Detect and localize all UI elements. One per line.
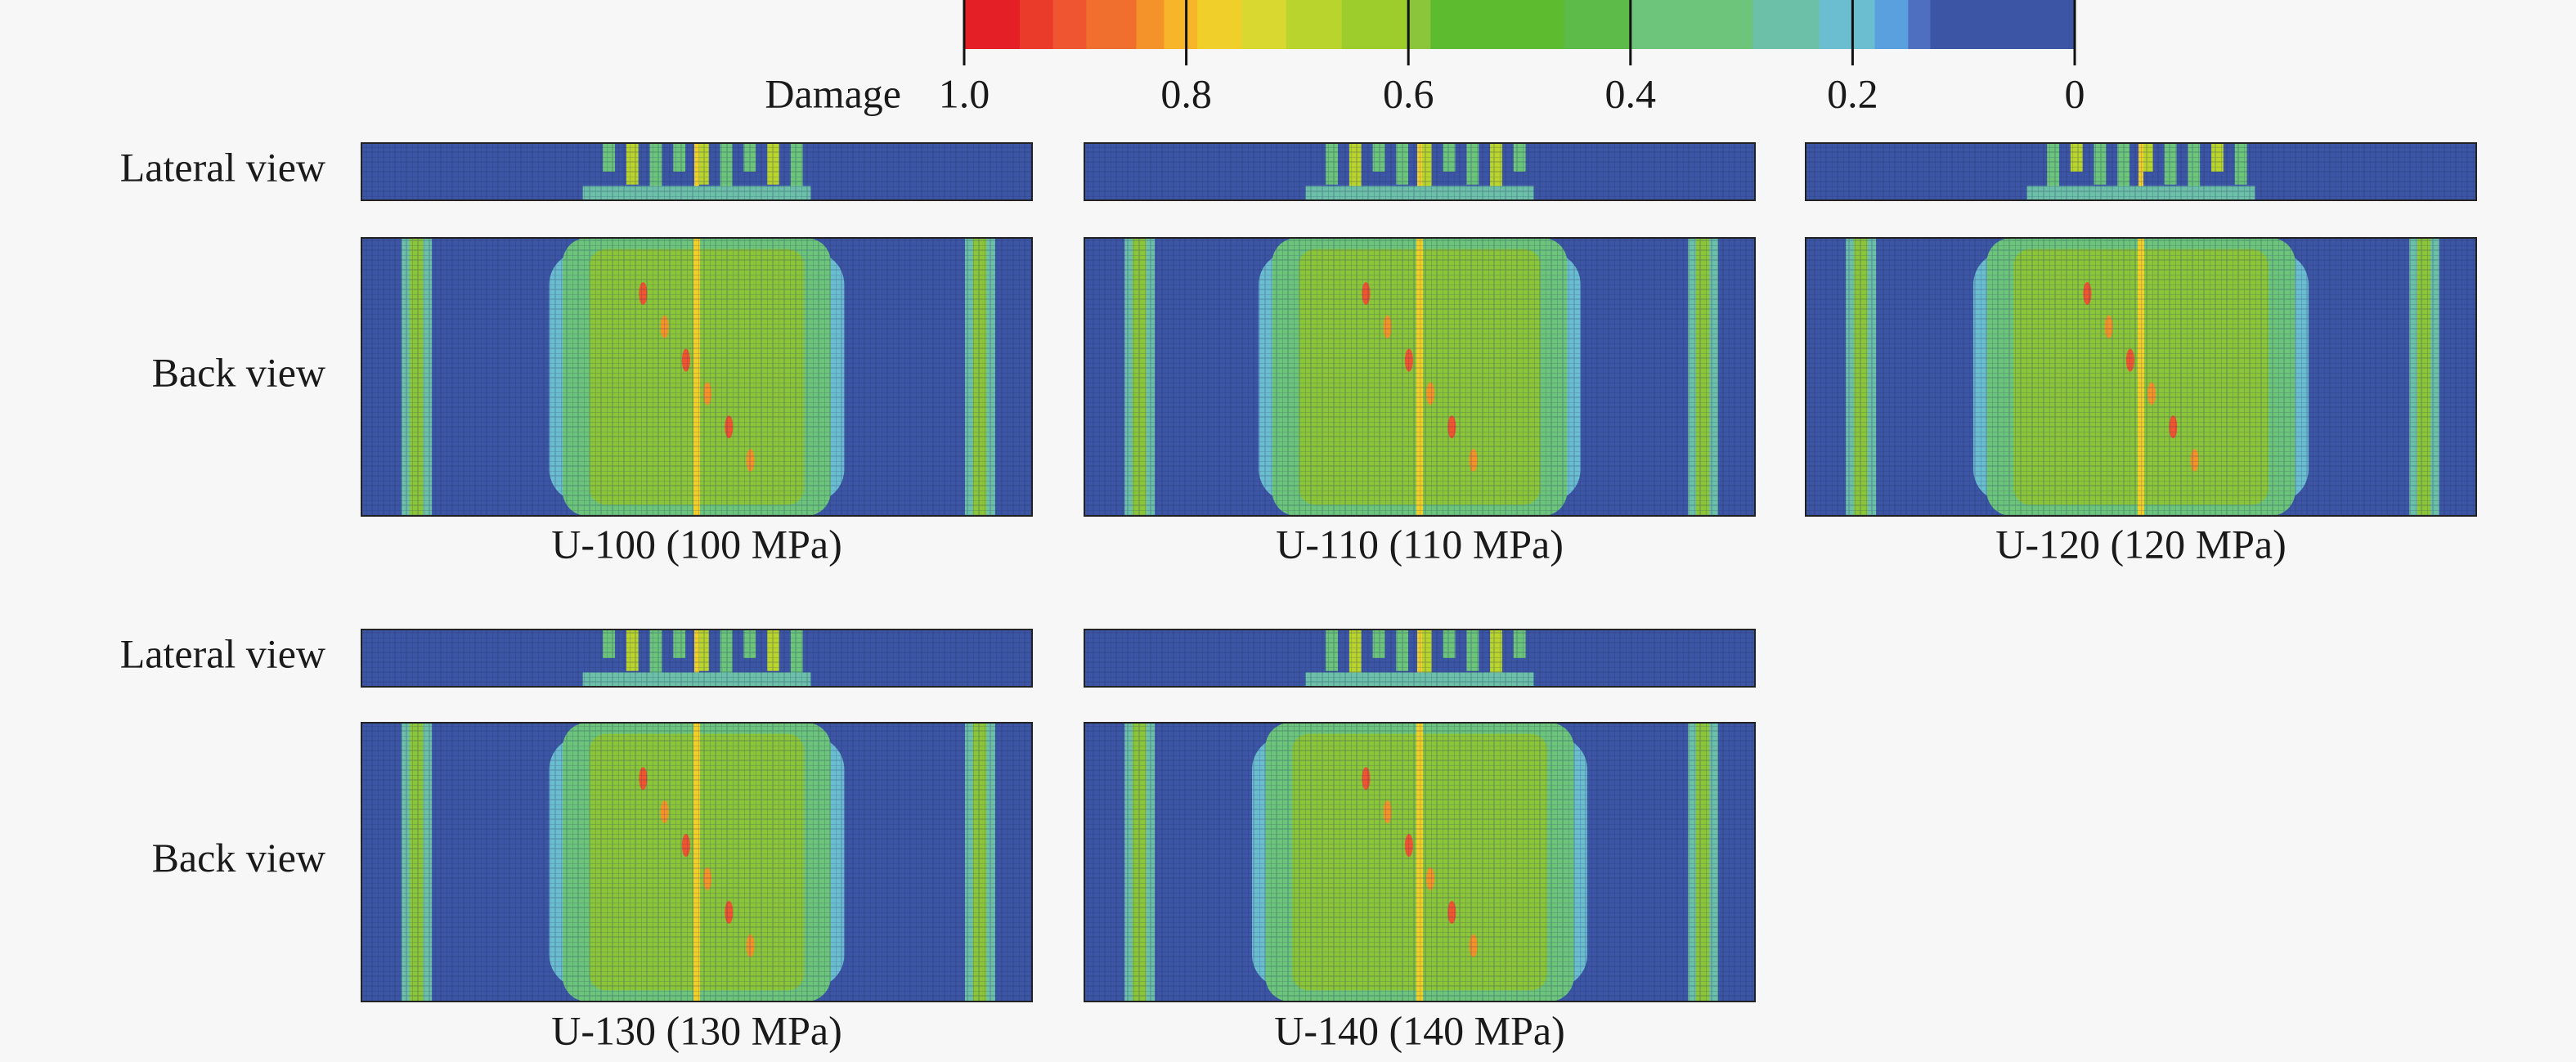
mesh: [361, 238, 1032, 516]
colorbar-band: [1874, 0, 1909, 49]
back-view-panel: [361, 722, 1033, 1002]
panel-caption: U-130 (130 MPa): [551, 1007, 842, 1053]
mesh: [1084, 723, 1755, 1002]
colorbar-band: [1241, 0, 1287, 49]
panel-caption: U-140 (140 MPa): [1274, 1007, 1565, 1053]
colorbar-label: Damage: [765, 70, 901, 116]
mesh: [1084, 238, 1755, 516]
mesh: [1806, 143, 2476, 200]
mesh: [1084, 630, 1755, 687]
colorbar-band: [1136, 0, 1165, 49]
colorbar-band: [1052, 0, 1087, 49]
panel-border: [1805, 237, 2477, 517]
row-label: Back view: [152, 835, 325, 881]
colorbar-band: [1908, 0, 1931, 49]
lateral-view-panel: [361, 142, 1033, 201]
panel-border: [1084, 722, 1756, 1002]
mesh: [361, 143, 1032, 200]
colorbar-tick-label: 0: [2065, 70, 2085, 116]
mesh: [1084, 143, 1755, 200]
colorbar: 1.0 0.8 0.6 0.4 0.2 0: [939, 0, 2085, 116]
colorbar-tick-label: 0.2: [1827, 70, 1878, 116]
colorbar-tick-label: 0.4: [1605, 70, 1657, 116]
panel-border: [361, 237, 1033, 517]
panel-border: [361, 142, 1033, 201]
row-label: Lateral view: [120, 630, 325, 676]
colorbar-band: [1286, 0, 1343, 49]
colorbar-band: [1408, 0, 1431, 49]
mesh: [361, 630, 1032, 687]
mesh: [1806, 238, 2476, 516]
back-view-panel: [1084, 237, 1756, 517]
colorbar-band: [1430, 0, 1564, 49]
colorbar-band: [1752, 0, 1820, 49]
colorbar-band: [1564, 0, 1631, 49]
colorbar-band: [1197, 0, 1242, 49]
colorbar-band: [1086, 0, 1137, 49]
back-view-panel: [361, 237, 1033, 517]
panel-caption: U-100 (100 MPa): [551, 521, 842, 567]
row-label: Back view: [152, 349, 325, 395]
colorbar-band: [1630, 0, 1753, 49]
colorbar-tick-label: 0.6: [1383, 70, 1434, 116]
colorbar-band: [1164, 0, 1198, 49]
back-view-panel: [1805, 237, 2477, 517]
back-view-panel: [1084, 722, 1756, 1002]
panel-border: [361, 722, 1033, 1002]
panel-caption: U-110 (110 MPa): [1276, 521, 1564, 567]
panel-border: [1084, 237, 1756, 517]
colorbar-band: [1930, 0, 2076, 49]
lateral-view-panel: [1084, 142, 1756, 201]
lateral-view-panel: [1084, 629, 1756, 688]
lateral-view-panel: [361, 629, 1033, 688]
panels: Lateral view Back view U-100 (100 MPa) U-11…: [120, 142, 2477, 1053]
panel-border: [1084, 142, 1756, 201]
panel-caption: U-120 (120 MPa): [1995, 521, 2287, 567]
panel-border: [1084, 629, 1756, 688]
colorbar-band: [964, 0, 1021, 49]
colorbar-tick-label: 0.8: [1160, 70, 1212, 116]
colorbar-band: [1019, 0, 1054, 49]
colorbar-tick-label: 1.0: [939, 70, 990, 116]
panel-border: [1805, 142, 2477, 201]
row-label: Lateral view: [120, 144, 325, 190]
colorbar-band: [1341, 0, 1409, 49]
lateral-view-panel: [1805, 142, 2477, 201]
colorbar-band: [1819, 0, 1876, 49]
panel-border: [361, 629, 1033, 688]
mesh: [361, 723, 1032, 1002]
